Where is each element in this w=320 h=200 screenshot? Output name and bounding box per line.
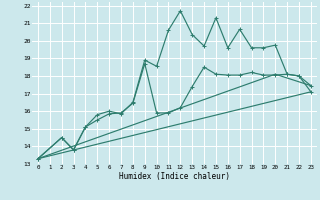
X-axis label: Humidex (Indice chaleur): Humidex (Indice chaleur) [119,172,230,181]
